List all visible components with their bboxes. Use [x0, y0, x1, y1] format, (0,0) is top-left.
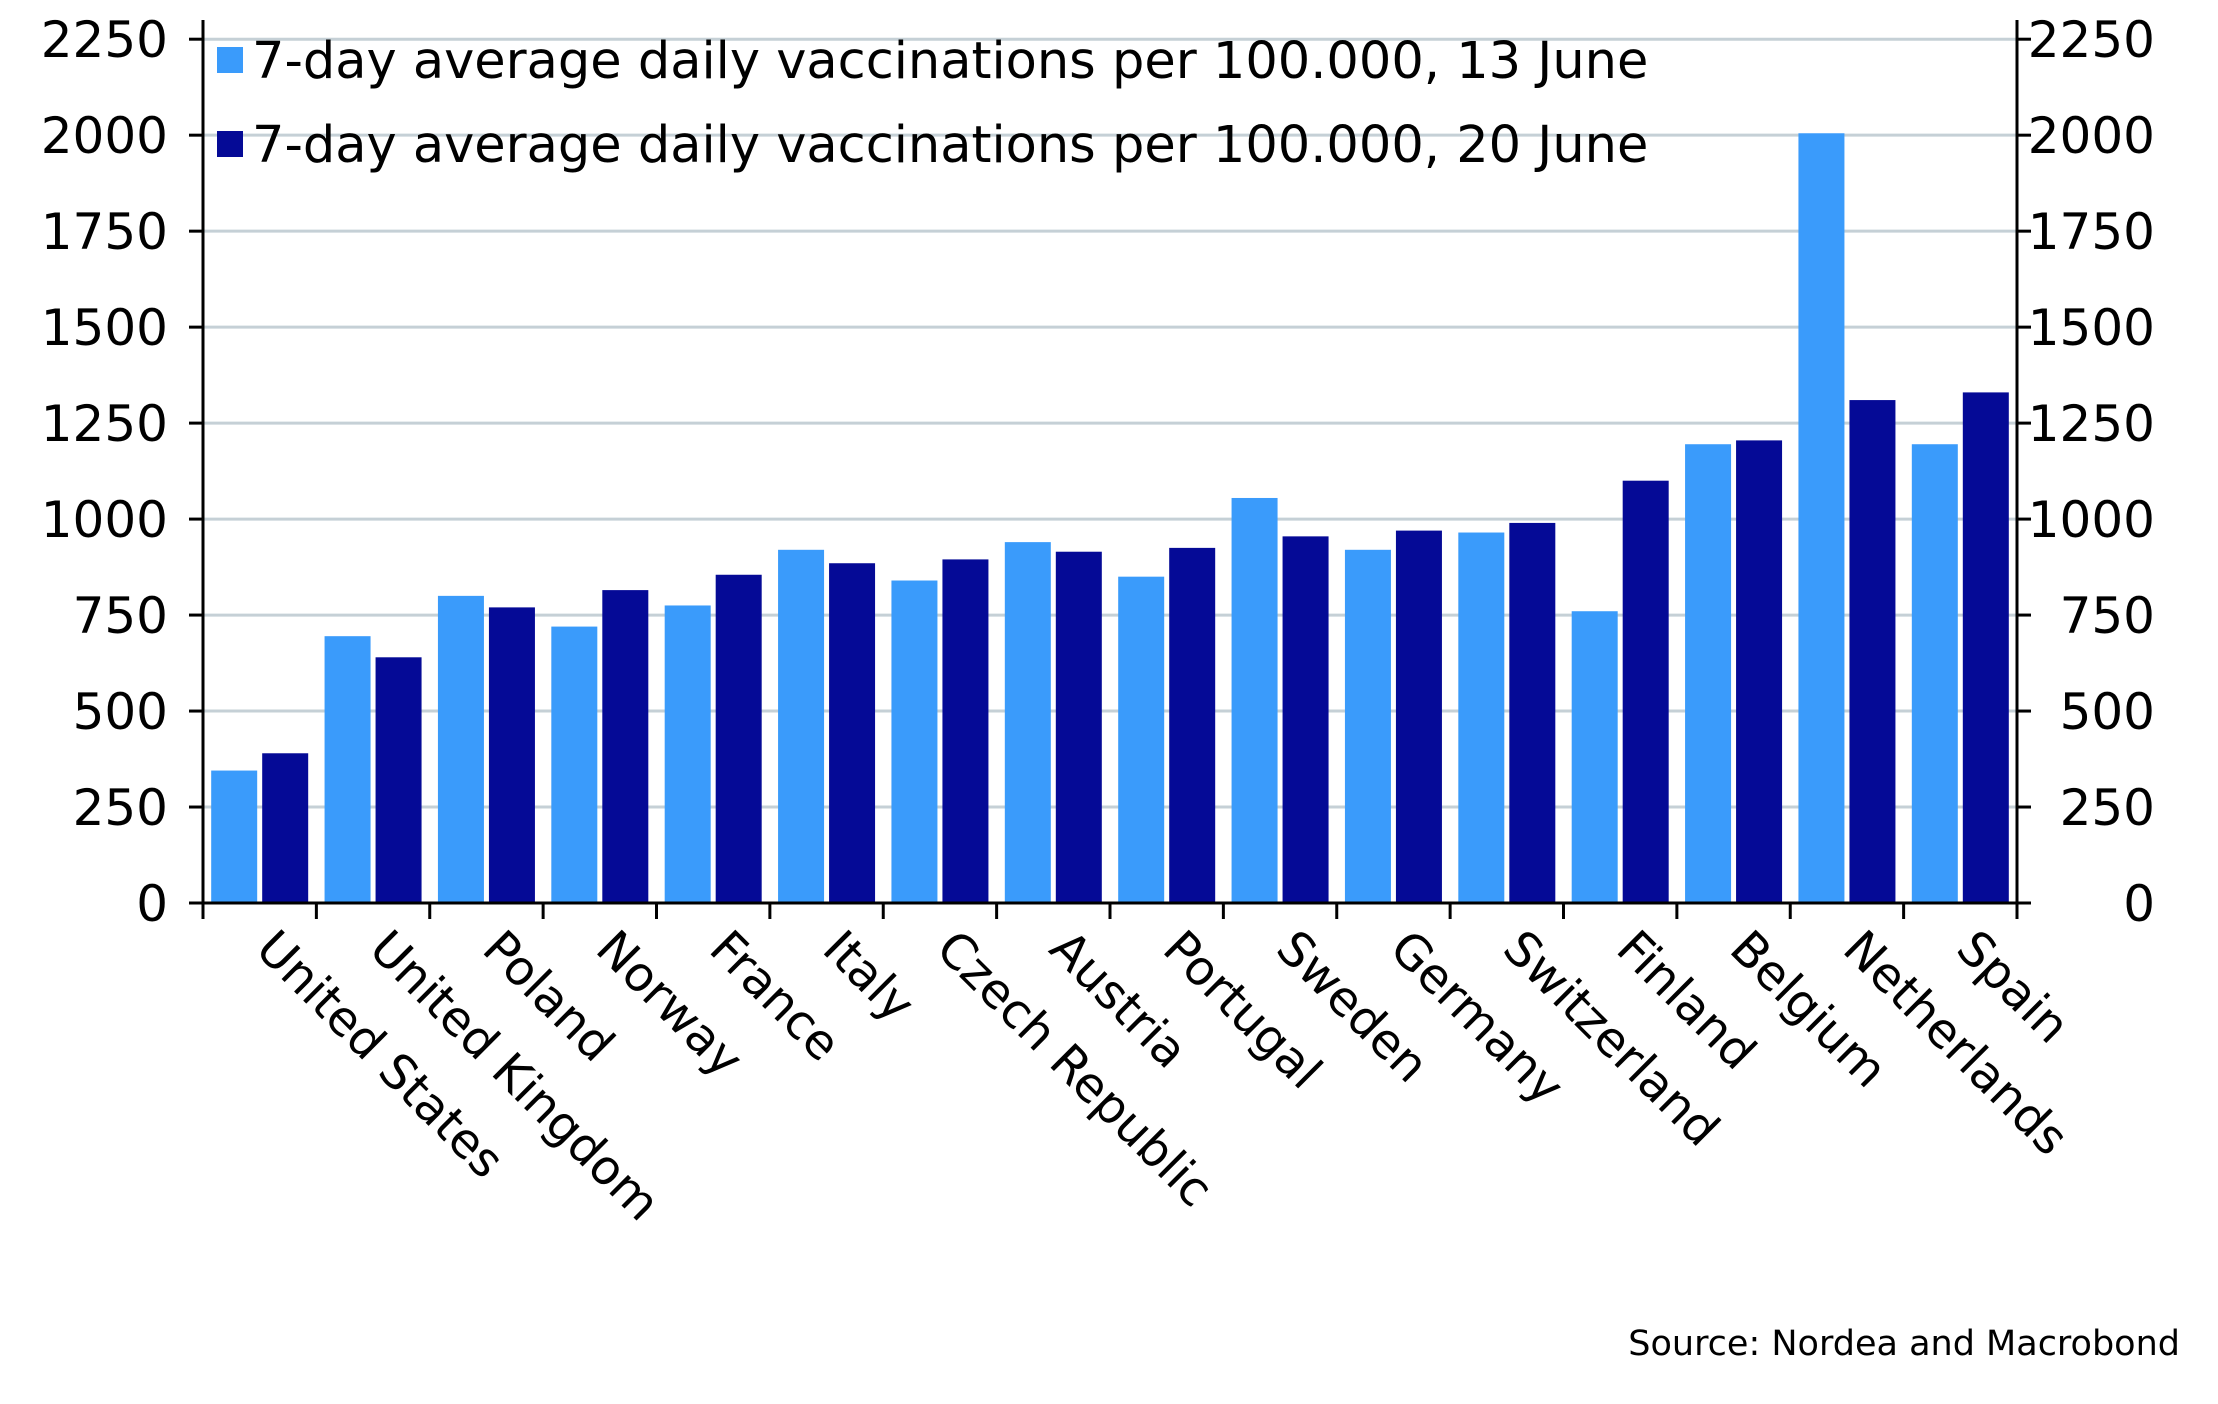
bar-series-1 — [1911, 444, 1958, 903]
y-tick-label-left: 750 — [73, 587, 168, 645]
y-tick-label-left: 250 — [73, 779, 168, 837]
bar-series-1 — [551, 626, 598, 903]
y-tick-label-right: 1250 — [2028, 395, 2155, 453]
bar-series-1 — [437, 595, 484, 903]
y-tick-label-right: 0 — [2123, 875, 2155, 933]
legend-label: 7-day average daily vaccinations per 100… — [252, 32, 1648, 91]
bar-series-1 — [1004, 542, 1051, 903]
legend: 7-day average daily vaccinations per 100… — [217, 32, 1648, 175]
bar-series-1 — [1231, 497, 1278, 903]
bar-series-2 — [488, 607, 535, 903]
axes — [201, 20, 2019, 919]
bar-series-2 — [1395, 530, 1442, 903]
bar-series-1 — [1458, 532, 1505, 903]
bar-series-1 — [1685, 444, 1732, 903]
bar-series-2 — [375, 657, 422, 903]
y-axis-right-ticks: 0 250 500 750 1000 1250 1500 1750 2000 2250 — [2017, 11, 2155, 933]
bar-series-1 — [891, 580, 938, 903]
bar-series-2 — [1962, 392, 2009, 903]
bar-series-2 — [1509, 522, 1556, 903]
y-tick-label-left: 2250 — [41, 11, 168, 69]
bar-series-1 — [664, 605, 711, 903]
y-tick-label-right: 1750 — [2028, 203, 2155, 261]
bar-series-2 — [1622, 480, 1669, 903]
bar-series-2 — [262, 753, 309, 903]
y-tick-label-left: 2000 — [41, 107, 168, 165]
bar-series-2 — [602, 590, 649, 903]
bar-series-1 — [1798, 133, 1845, 904]
source-note: Source: Nordea and Macrobond — [1628, 1324, 2180, 1364]
bar-series-1 — [1118, 576, 1165, 903]
bar-series-1 — [1344, 549, 1391, 903]
y-axis-left-ticks: 0 250 500 750 1000 1250 1500 1750 2000 2250 — [41, 11, 203, 933]
y-tick-label-left: 1750 — [41, 203, 168, 261]
bars — [211, 133, 2009, 904]
bar-series-1 — [211, 770, 258, 903]
bar-series-2 — [1282, 536, 1329, 903]
bar-series-1 — [778, 549, 825, 903]
bar-series-2 — [942, 559, 989, 903]
bar-series-1 — [324, 636, 371, 903]
y-tick-label-right: 2000 — [2028, 107, 2155, 165]
bar-series-2 — [829, 563, 876, 903]
y-tick-label-right: 1000 — [2028, 491, 2155, 549]
y-tick-label-right: 750 — [2060, 587, 2155, 645]
bar-series-2 — [1169, 547, 1216, 903]
legend-swatch — [217, 131, 243, 157]
y-tick-label-left: 1500 — [41, 299, 168, 357]
bar-series-1 — [1571, 611, 1618, 903]
bar-series-2 — [1736, 440, 1783, 903]
y-tick-label-left: 1000 — [41, 491, 168, 549]
y-tick-label-left: 1250 — [41, 395, 168, 453]
legend-label: 7-day average daily vaccinations per 100… — [252, 116, 1648, 175]
y-tick-label-right: 2250 — [2028, 11, 2155, 69]
y-tick-label-right: 1500 — [2028, 299, 2155, 357]
y-tick-label-left: 500 — [73, 683, 168, 741]
bar-series-2 — [1055, 551, 1102, 903]
y-tick-label-right: 250 — [2060, 779, 2155, 837]
y-tick-label-left: 0 — [136, 875, 168, 933]
legend-swatch — [217, 47, 243, 73]
y-tick-label-right: 500 — [2060, 683, 2155, 741]
bar-series-2 — [1849, 400, 1896, 903]
bar-series-2 — [715, 574, 762, 903]
